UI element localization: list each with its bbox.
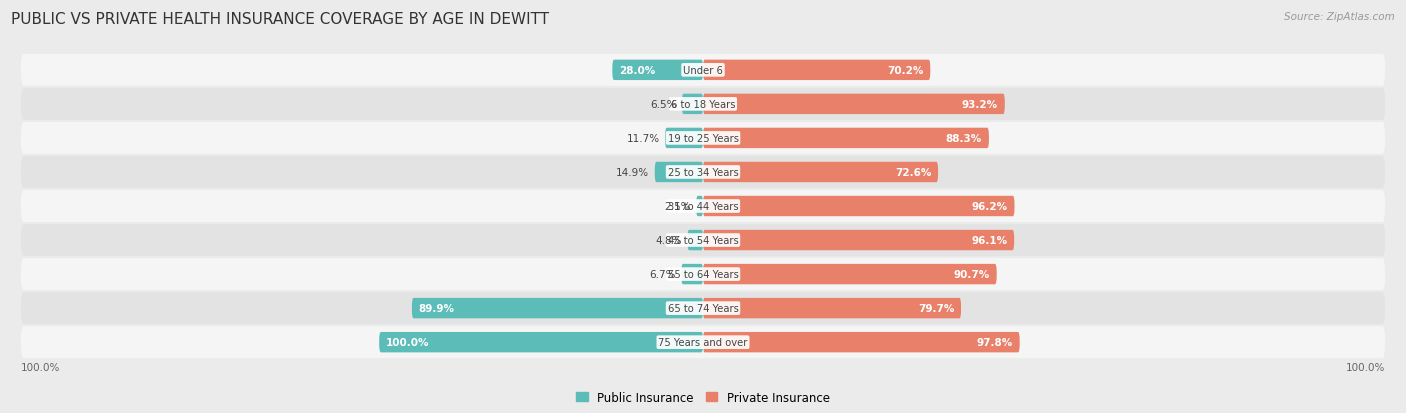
FancyBboxPatch shape (21, 89, 1385, 121)
Text: 96.1%: 96.1% (972, 235, 1007, 245)
Text: 6.7%: 6.7% (650, 269, 676, 280)
FancyBboxPatch shape (380, 332, 703, 353)
FancyBboxPatch shape (703, 196, 1015, 217)
FancyBboxPatch shape (21, 157, 1385, 188)
Text: 19 to 25 Years: 19 to 25 Years (668, 133, 738, 144)
FancyBboxPatch shape (703, 230, 1014, 251)
FancyBboxPatch shape (682, 95, 703, 115)
Text: 88.3%: 88.3% (946, 133, 981, 144)
FancyBboxPatch shape (665, 128, 703, 149)
FancyBboxPatch shape (21, 326, 1385, 358)
FancyBboxPatch shape (703, 60, 931, 81)
FancyBboxPatch shape (703, 128, 988, 149)
Text: 35 to 44 Years: 35 to 44 Years (668, 202, 738, 211)
FancyBboxPatch shape (703, 95, 1005, 115)
Text: 4.8%: 4.8% (655, 235, 682, 245)
Text: PUBLIC VS PRIVATE HEALTH INSURANCE COVERAGE BY AGE IN DEWITT: PUBLIC VS PRIVATE HEALTH INSURANCE COVER… (11, 12, 550, 27)
Text: Under 6: Under 6 (683, 66, 723, 76)
Text: 55 to 64 Years: 55 to 64 Years (668, 269, 738, 280)
Text: 65 to 74 Years: 65 to 74 Years (668, 304, 738, 313)
Text: 75 Years and over: 75 Years and over (658, 337, 748, 347)
Text: 28.0%: 28.0% (619, 66, 655, 76)
Text: 2.1%: 2.1% (664, 202, 690, 211)
FancyBboxPatch shape (21, 225, 1385, 256)
FancyBboxPatch shape (703, 298, 962, 318)
Text: 70.2%: 70.2% (887, 66, 924, 76)
FancyBboxPatch shape (21, 292, 1385, 324)
FancyBboxPatch shape (21, 55, 1385, 87)
FancyBboxPatch shape (21, 190, 1385, 223)
Text: 6 to 18 Years: 6 to 18 Years (671, 100, 735, 109)
FancyBboxPatch shape (682, 264, 703, 285)
FancyBboxPatch shape (21, 259, 1385, 290)
Text: 72.6%: 72.6% (894, 168, 931, 178)
FancyBboxPatch shape (688, 230, 703, 251)
Text: 79.7%: 79.7% (918, 304, 955, 313)
FancyBboxPatch shape (21, 123, 1385, 154)
Text: 89.9%: 89.9% (419, 304, 454, 313)
Text: 45 to 54 Years: 45 to 54 Years (668, 235, 738, 245)
FancyBboxPatch shape (613, 60, 703, 81)
FancyBboxPatch shape (703, 332, 1019, 353)
Text: 25 to 34 Years: 25 to 34 Years (668, 168, 738, 178)
FancyBboxPatch shape (696, 196, 703, 217)
Text: 100.0%: 100.0% (21, 362, 60, 372)
FancyBboxPatch shape (412, 298, 703, 318)
Text: 93.2%: 93.2% (962, 100, 998, 109)
Text: 14.9%: 14.9% (616, 168, 650, 178)
Text: Source: ZipAtlas.com: Source: ZipAtlas.com (1284, 12, 1395, 22)
Legend: Public Insurance, Private Insurance: Public Insurance, Private Insurance (571, 386, 835, 408)
FancyBboxPatch shape (703, 264, 997, 285)
Text: 90.7%: 90.7% (953, 269, 990, 280)
Text: 11.7%: 11.7% (627, 133, 659, 144)
Text: 100.0%: 100.0% (1346, 362, 1385, 372)
Text: 100.0%: 100.0% (387, 337, 430, 347)
Text: 6.5%: 6.5% (650, 100, 676, 109)
FancyBboxPatch shape (655, 162, 703, 183)
FancyBboxPatch shape (703, 162, 938, 183)
Text: 96.2%: 96.2% (972, 202, 1008, 211)
Text: 97.8%: 97.8% (977, 337, 1012, 347)
